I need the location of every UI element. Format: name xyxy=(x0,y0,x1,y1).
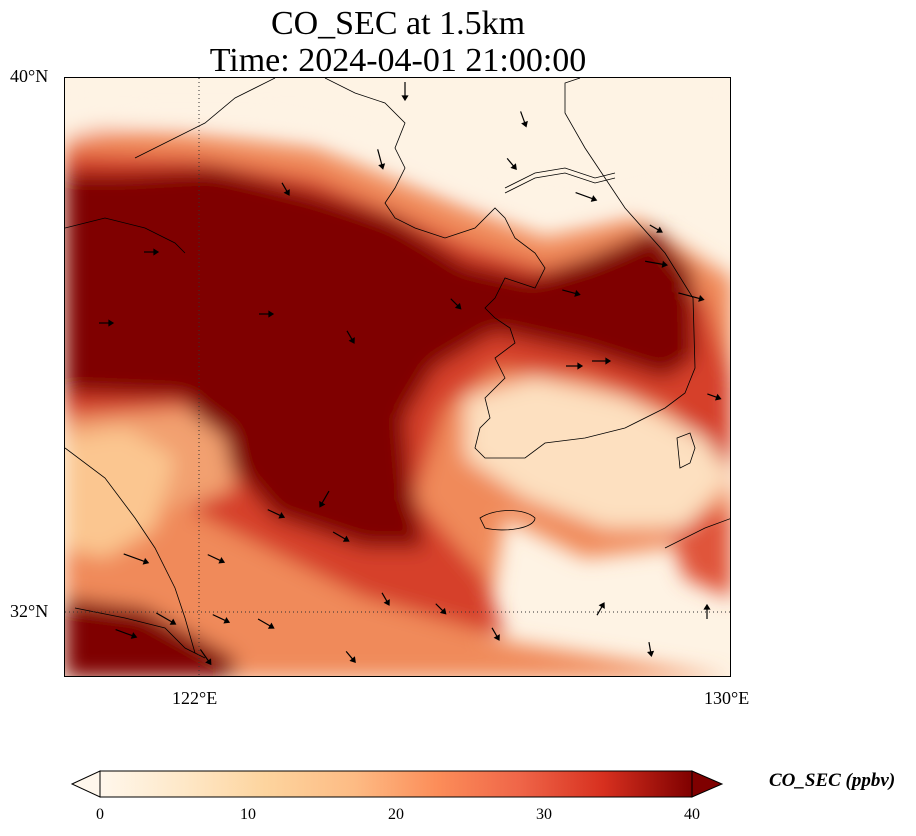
lon-label-130e: 130°E xyxy=(704,688,750,708)
lat-label-32n: 32°N xyxy=(10,601,49,621)
concentration-map xyxy=(65,78,730,676)
map-title-line1: CO_SEC at 1.5km xyxy=(270,5,526,42)
lon-label-122e: 122°E xyxy=(172,688,218,708)
map-panel[interactable] xyxy=(64,77,731,677)
gridlines xyxy=(65,78,730,676)
colorbar xyxy=(70,770,724,798)
colorbar-tick-20: 20 xyxy=(388,806,404,823)
colorbar-extend-low xyxy=(70,770,101,798)
colorbar-label: CO_SEC (ppbv) xyxy=(769,770,896,791)
map-title-line2: Time: 2024-04-01 21:00:00 xyxy=(209,42,587,79)
lat-label-40n: 40°N xyxy=(10,66,49,86)
colorbar-gradient xyxy=(99,770,693,798)
wind-vectors xyxy=(99,82,722,666)
colorbar-tick-30: 30 xyxy=(536,806,552,823)
colorbar-tick-10: 10 xyxy=(240,806,256,823)
concentration-field xyxy=(65,78,730,676)
jeju-island-outline xyxy=(479,510,536,531)
colorbar-tick-40: 40 xyxy=(684,806,700,823)
colorbar-extend-high xyxy=(691,770,724,798)
colorbar-tick-0: 0 xyxy=(96,806,104,823)
coastlines xyxy=(65,78,730,659)
